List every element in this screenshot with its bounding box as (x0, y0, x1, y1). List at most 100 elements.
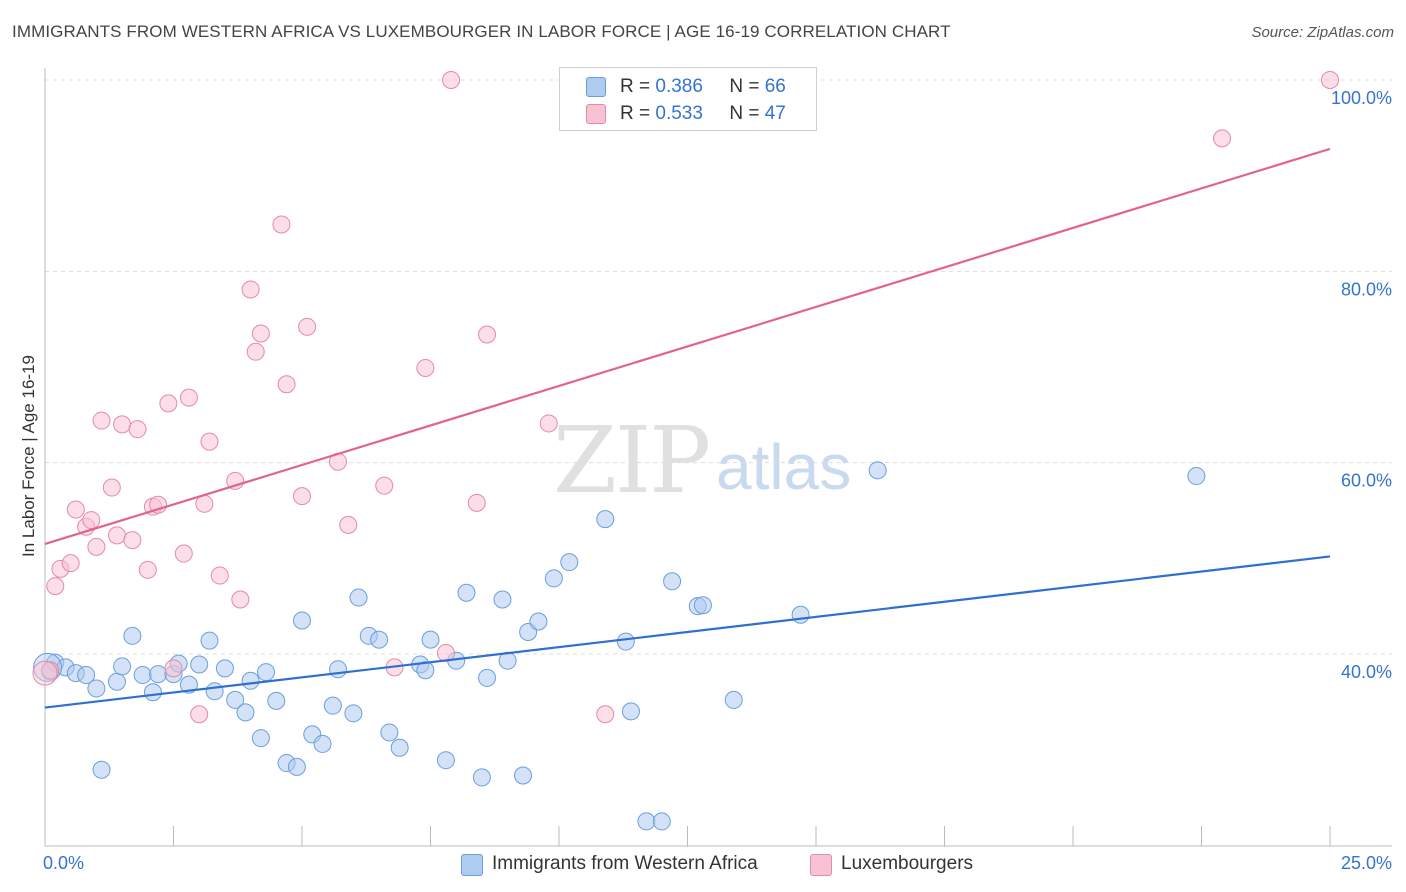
data-point (724, 690, 743, 709)
y-tick-label: 100.0% (1331, 88, 1392, 108)
data-point (215, 659, 234, 678)
data-point (596, 510, 615, 529)
data-point (149, 665, 168, 684)
data-point (370, 630, 389, 649)
data-point (174, 544, 193, 563)
data-point (652, 812, 671, 831)
data-point (241, 280, 260, 299)
data-point (616, 632, 635, 651)
data-point (436, 644, 455, 663)
data-point (82, 511, 101, 530)
x-tick-label: 25.0% (1341, 853, 1392, 873)
legend-r-value: 0.386 (655, 76, 703, 97)
data-point (246, 342, 265, 361)
series-luxembourgers-points (32, 71, 1339, 724)
data-point (190, 705, 209, 724)
data-point (313, 734, 332, 753)
data-point (544, 569, 563, 588)
data-point (621, 702, 640, 721)
data-point (231, 590, 250, 609)
data-point (493, 590, 512, 609)
data-point-cluster (32, 660, 58, 686)
trend-line (44, 147, 1331, 546)
data-point (868, 461, 887, 480)
data-point (390, 738, 409, 757)
data-point (1321, 71, 1339, 89)
legend-swatch-pink (586, 104, 606, 124)
watermark-zip: ZIP (553, 407, 711, 514)
data-point (457, 583, 476, 602)
data-point (272, 215, 291, 234)
legend-swatch-blue (586, 77, 606, 97)
data-point (539, 414, 558, 433)
data-point (210, 566, 229, 585)
tick-labels: 40.0% 60.0% 80.0% 100.0% 0.0% 25.0% (43, 88, 1392, 873)
data-point (529, 612, 548, 631)
data-point (251, 324, 270, 343)
stats-legend: R = 0.386 N = 66 R = 0.533 N = 47 (559, 67, 817, 131)
data-point (46, 577, 65, 596)
data-point (190, 655, 209, 674)
data-point (107, 672, 126, 691)
data-point (133, 666, 152, 685)
data-point (92, 411, 111, 430)
data-point (514, 766, 533, 785)
data-point (92, 760, 111, 779)
legend-r-label: R = (620, 76, 651, 97)
data-point (267, 691, 286, 710)
data-point (257, 663, 276, 682)
data-point (164, 659, 183, 678)
legend-n-label: N = (729, 76, 760, 97)
data-point (663, 572, 682, 591)
data-point (293, 611, 311, 630)
data-point (107, 526, 126, 545)
bottom-legend-label: Luxembourgers (841, 853, 974, 874)
data-point (236, 703, 255, 722)
series-immigrants-points (33, 461, 1206, 831)
chart-source: Source: ZipAtlas.com (1251, 24, 1394, 41)
data-point (323, 696, 342, 715)
data-point (442, 71, 461, 89)
data-point (241, 671, 260, 690)
data-point (339, 515, 358, 534)
data-point (179, 388, 198, 407)
legend-n-value: 47 (764, 103, 786, 124)
data-point (77, 666, 96, 685)
bottom-legend-swatch-blue (461, 854, 483, 876)
bottom-legend-swatch-pink (810, 854, 832, 876)
data-point (179, 675, 198, 694)
data-point (87, 537, 106, 556)
data-point (596, 705, 615, 724)
data-point (277, 375, 296, 394)
data-point (1213, 129, 1232, 148)
data-point (472, 768, 491, 787)
chart-title: IMMIGRANTS FROM WESTERN AFRICA VS LUXEMB… (12, 22, 951, 41)
data-point (467, 493, 486, 512)
data-point (66, 500, 85, 519)
data-point (61, 554, 80, 573)
data-point (200, 631, 219, 650)
legend-r-label: R = (620, 103, 651, 124)
data-point (102, 478, 121, 497)
legend-r-value: 0.533 (655, 103, 703, 124)
data-point (328, 660, 347, 679)
data-point (128, 420, 147, 439)
data-point (251, 729, 270, 748)
legend-text: R = 0.386 N = 66 (620, 76, 786, 98)
data-point (200, 432, 219, 451)
data-point (436, 751, 455, 770)
data-point (87, 679, 106, 698)
legend-text: R = 0.533 N = 47 (620, 103, 786, 125)
y-tick-label: 60.0% (1341, 471, 1392, 491)
data-point (478, 325, 497, 344)
data-point (298, 317, 317, 336)
watermark-atlas: atlas (716, 431, 852, 503)
data-point (380, 723, 399, 742)
bottom-legend-label: Immigrants from Western Africa (492, 853, 758, 874)
data-point (123, 626, 142, 645)
x-tick-label: 0.0% (43, 853, 84, 873)
data-point (123, 531, 142, 550)
trend-line (44, 555, 1331, 709)
data-point (138, 560, 157, 579)
